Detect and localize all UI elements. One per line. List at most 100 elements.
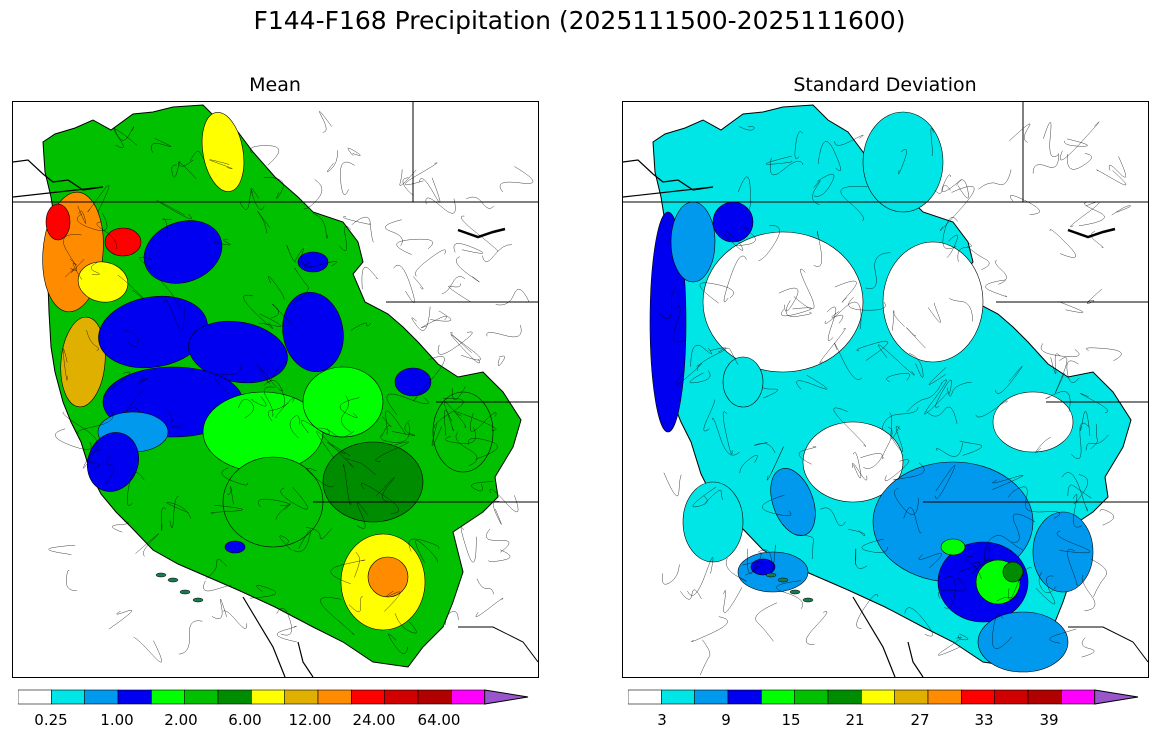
sub-basin-boundary: [425, 197, 456, 214]
coastline: [242, 596, 286, 677]
precip-region: [367, 556, 409, 598]
sub-basin-boundary: [263, 386, 275, 417]
coastline: [623, 159, 714, 198]
sub-basin-boundary: [860, 453, 883, 469]
sub-basin-boundary: [177, 159, 197, 179]
sub-basin-boundary: [445, 611, 459, 625]
sub-basin-boundary: [412, 356, 445, 402]
sub-basin-boundary: [840, 186, 868, 222]
sub-basin-boundary: [673, 306, 686, 343]
sub-basin-boundary: [276, 625, 297, 643]
sub-basin-boundary: [289, 415, 300, 439]
sub-basin-boundary: [1038, 571, 1057, 594]
sub-basin-boundary: [375, 441, 409, 462]
sub-basin-boundary: [350, 322, 372, 331]
sub-basin-boundary: [488, 549, 511, 562]
sub-basin-boundary: [444, 401, 467, 428]
sub-basin-boundary: [691, 616, 728, 642]
sub-basin-boundary: [82, 446, 101, 469]
sub-basin-boundary: [1049, 229, 1076, 258]
mean-colorbar-label: 24.00: [352, 711, 396, 729]
sub-basin-boundary: [414, 249, 446, 277]
stddev-colorbar-ramp: [627, 689, 1139, 705]
sub-basin-boundary: [723, 255, 747, 303]
sub-basin-boundary: [986, 535, 1024, 551]
sub-basin-boundary: [928, 367, 947, 385]
sub-basin-boundary: [692, 486, 717, 508]
sub-basin-boundary: [460, 527, 477, 563]
precip-region: [224, 540, 246, 554]
sub-basin-boundary: [817, 141, 841, 172]
sub-basin-boundary: [793, 268, 815, 310]
colorbar-segment: [451, 689, 485, 705]
sub-basin-boundary: [894, 488, 919, 515]
sub-basin-boundary: [946, 381, 972, 397]
sub-basin-boundary: [722, 411, 733, 455]
border-line: [458, 626, 538, 663]
sub-basin-boundary: [383, 590, 401, 612]
sub-basin-boundary: [717, 347, 739, 365]
sub-basin-boundary: [927, 302, 941, 323]
sub-basin-boundary: [69, 258, 83, 280]
sub-basin-boundary: [909, 353, 924, 378]
sub-basin-boundary: [776, 580, 804, 609]
sub-basin-boundary: [117, 274, 144, 299]
sub-basin-boundary: [1059, 121, 1100, 161]
sub-basin-boundary: [489, 488, 519, 513]
sub-basin-boundary: [421, 315, 447, 329]
precip-region: [394, 367, 432, 397]
precip-region: [862, 111, 944, 213]
stddev-colorbar-label: 3: [657, 711, 667, 729]
sub-basin-boundary: [661, 564, 680, 585]
sub-basin-boundary: [126, 472, 145, 506]
stddev-colorbar: [627, 688, 1143, 706]
sub-basin-boundary: [475, 597, 504, 617]
coastline: [297, 641, 314, 677]
sub-basin-boundary: [898, 149, 907, 175]
sub-basin-boundary: [1025, 500, 1061, 519]
sub-basin-boundary: [985, 279, 1008, 297]
sub-basin-boundary: [906, 327, 926, 349]
sub-basin-boundary: [213, 238, 231, 246]
sub-basin-boundary: [454, 411, 497, 431]
sub-basin-boundary: [316, 430, 354, 468]
stddev-colorbar-label: 9: [721, 711, 731, 729]
sub-basin-boundary: [280, 487, 308, 510]
sub-basin-boundary: [62, 411, 97, 447]
sub-basin-boundary: [937, 577, 966, 599]
lake: [457, 227, 506, 239]
sub-basin-boundary: [163, 299, 185, 331]
sub-basin-boundary: [263, 177, 284, 199]
sub-basin-boundary: [703, 399, 716, 432]
colorbar-segment: [827, 689, 862, 705]
precip-region: [282, 291, 344, 373]
sub-basin-boundary: [781, 307, 812, 317]
sub-basin-boundary: [455, 431, 478, 467]
sub-basin-boundary: [319, 111, 333, 133]
sub-basin-boundary: [86, 330, 99, 352]
sub-basin-boundary: [497, 355, 505, 367]
sub-basin-boundary: [87, 184, 110, 213]
colorbar-segment: [217, 689, 252, 705]
sub-basin-boundary: [48, 545, 76, 555]
sub-basin-boundary: [250, 187, 265, 210]
mean-colorbar-label: 6.00: [228, 711, 262, 729]
sub-basin-boundary: [1099, 509, 1115, 526]
precip-region: [143, 220, 223, 284]
sub-basin-boundary: [855, 548, 868, 569]
colorbar-segment: [1061, 689, 1095, 705]
sub-basin-boundary: [156, 200, 192, 220]
sub-basin-boundary: [250, 145, 280, 166]
sub-basin-boundary: [819, 327, 846, 364]
colorbar-segment: [84, 689, 119, 705]
sub-basin-boundary: [221, 467, 248, 486]
precip-region: [432, 391, 494, 473]
sub-basin-boundary: [160, 507, 167, 531]
state-border: [1022, 102, 1148, 203]
precip-region: [770, 468, 816, 536]
sub-basin-boundary: [415, 540, 439, 563]
sub-basin-boundary: [77, 205, 87, 224]
sub-basin-boundary: [735, 226, 756, 246]
sub-basin-boundary: [227, 486, 234, 505]
colorbar-segment: [727, 689, 762, 705]
